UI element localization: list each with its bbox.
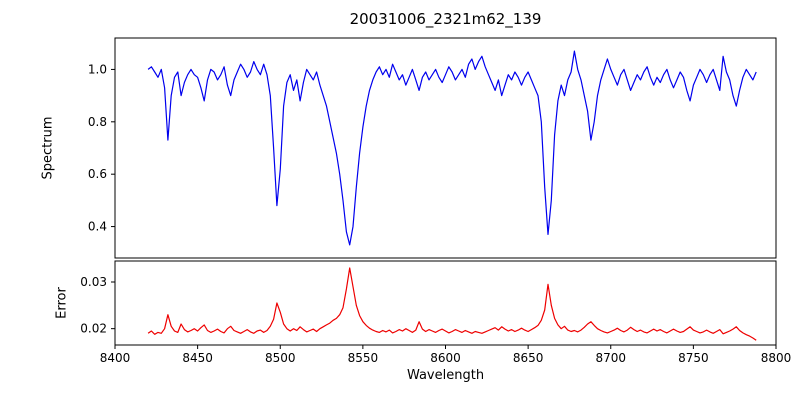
x-tick-label: 8750 bbox=[678, 351, 709, 365]
error-axis-label: Error bbox=[54, 287, 70, 319]
x-tick-label: 8800 bbox=[761, 351, 792, 365]
error-line bbox=[147, 267, 757, 341]
y-tick-label: 1.0 bbox=[88, 62, 107, 76]
x-tick-label: 8600 bbox=[430, 351, 461, 365]
x-tick-label: 8650 bbox=[513, 351, 544, 365]
spectrum-axes-frame bbox=[114, 37, 777, 259]
y-tick-label: 0.6 bbox=[88, 167, 107, 181]
y-tick-label: 0.8 bbox=[88, 115, 107, 129]
spectrum-line bbox=[147, 50, 757, 246]
error-axes-frame bbox=[114, 260, 777, 346]
x-tick-label: 8400 bbox=[100, 351, 131, 365]
x-tick-label: 8450 bbox=[182, 351, 213, 365]
x-axis-label: Wavelength bbox=[406, 368, 485, 383]
spectrum-axis-label: Spectrum bbox=[40, 116, 56, 180]
x-tick-label: 8550 bbox=[348, 351, 379, 365]
y-tick-label: 0.03 bbox=[80, 275, 107, 289]
y-tick-label: 0.02 bbox=[80, 322, 107, 336]
chart-title: 20031006_2321m62_139 bbox=[349, 10, 542, 28]
x-tick-label: 8700 bbox=[595, 351, 626, 365]
y-tick-label: 0.4 bbox=[88, 220, 107, 234]
x-tick-label: 8500 bbox=[265, 351, 296, 365]
